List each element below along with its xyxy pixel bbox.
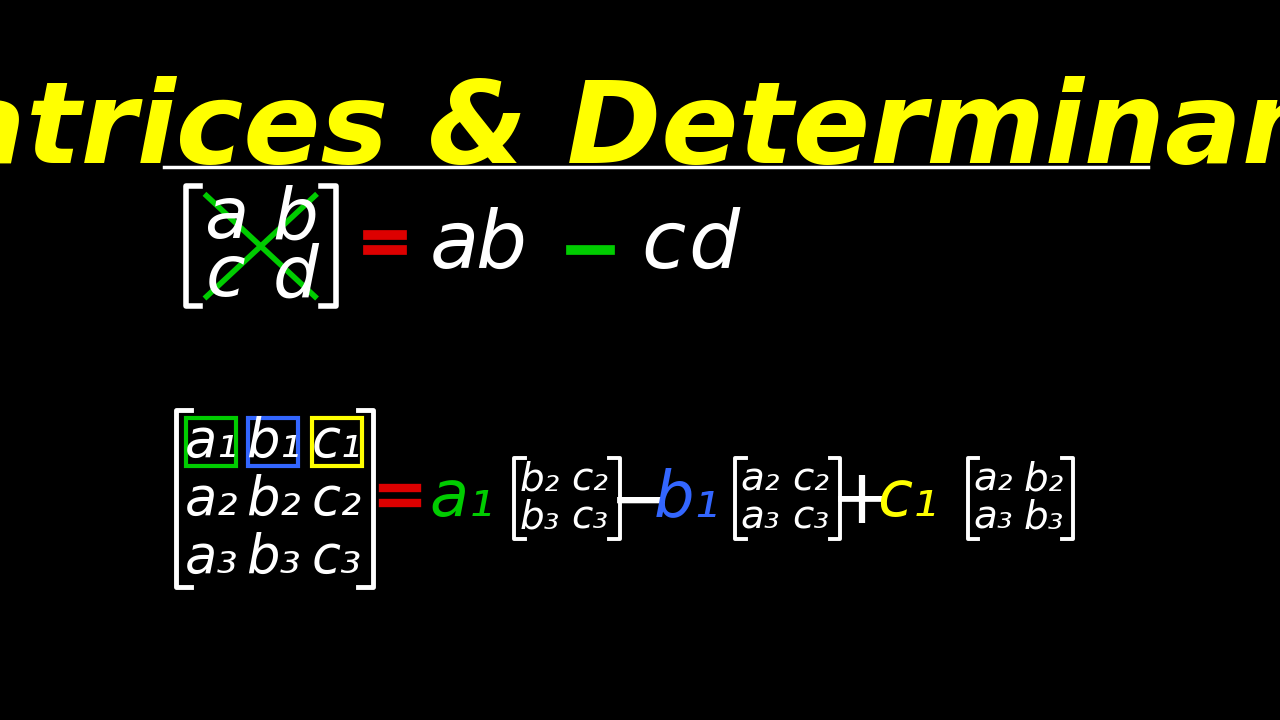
Text: c₃: c₃ [572,498,608,536]
Text: c₁: c₁ [878,467,938,529]
Text: a₃: a₃ [741,498,781,536]
Text: b₂: b₂ [1024,461,1064,499]
Bar [187,418,236,466]
Text: c₂: c₂ [792,461,829,499]
Text: c: c [641,207,686,285]
Text: d: d [273,242,319,311]
Text: a₂: a₂ [973,461,1012,499]
Text: −: − [608,465,672,539]
Text: c: c [206,242,246,311]
Text: c₃: c₃ [311,531,362,584]
Text: a₃: a₃ [973,498,1012,536]
Text: Matrices & Determinants: Matrices & Determinants [0,76,1280,186]
Text: b₃: b₃ [246,531,301,584]
Text: c₁: c₁ [311,416,362,468]
Text: a: a [430,207,479,285]
Text: a₂: a₂ [741,461,781,499]
Text: b: b [475,207,526,285]
Bar [248,418,298,466]
Text: a₁: a₁ [184,416,238,468]
Text: c₂: c₂ [311,474,362,526]
Text: a: a [204,184,248,253]
Text: b₂: b₂ [246,474,301,526]
Text: b₃: b₃ [1024,498,1064,536]
Text: b₃: b₃ [520,498,559,536]
Text: d: d [689,207,740,285]
Text: a₃: a₃ [184,531,238,584]
Bar [312,418,361,466]
Text: c₂: c₂ [572,461,608,499]
Text: a₂: a₂ [184,474,238,526]
Text: b: b [273,184,319,253]
Text: b₁: b₁ [246,416,301,468]
Text: c₃: c₃ [792,498,829,536]
Text: +: + [829,465,893,539]
Text: a₁: a₁ [430,467,494,529]
Text: b₁: b₁ [654,467,721,529]
Text: b₂: b₂ [520,461,559,499]
